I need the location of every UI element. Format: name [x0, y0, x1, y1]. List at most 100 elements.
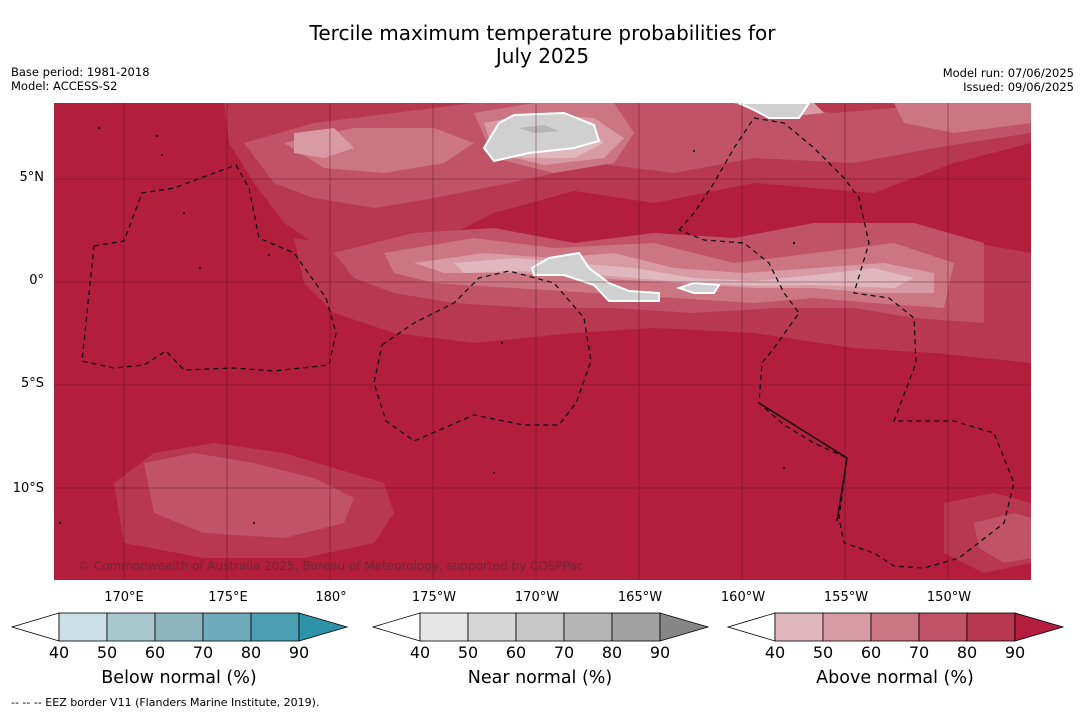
below-normal-title: Below normal (%)	[101, 668, 257, 688]
probability-map: © Commonwealth of Australia 2025, Bureau…	[54, 103, 1031, 580]
above-normal-over-triangle	[1014, 612, 1065, 642]
near-normal-swatch	[515, 612, 565, 642]
above-normal-swatch	[774, 612, 824, 642]
near-normal-tick: 80	[601, 643, 623, 662]
island	[500, 341, 504, 345]
above-normal-tick: 80	[956, 643, 978, 662]
lon-label-150w: 150°W	[926, 590, 972, 605]
contour-70-southeast	[974, 513, 1031, 563]
below-normal-tick: 90	[288, 643, 310, 662]
island	[155, 134, 159, 138]
near-normal-north	[482, 111, 601, 163]
eez-kiribati-line	[677, 117, 1015, 569]
eez-kiribati-phoenix	[373, 270, 592, 442]
near-normal-colorbar	[372, 612, 710, 642]
model-run-date: Model run: 07/06/2025	[942, 66, 1074, 80]
below-normal-over-triangle	[298, 612, 349, 642]
below-normal-tick: 80	[240, 643, 262, 662]
islands	[58, 126, 796, 525]
near-normal-swatch	[563, 612, 613, 642]
near-normal-equator-east	[675, 281, 721, 294]
eez-kiribati-gilbert	[81, 164, 337, 372]
above-normal-under-triangle	[727, 612, 776, 642]
lat-label-10s: 10°S	[12, 481, 44, 496]
island	[792, 241, 796, 245]
run-info: Model run: 07/06/2025 Issued: 09/06/2025	[943, 66, 1074, 94]
model-info: Base period: 1981-2018 Model: ACCESS-S2	[11, 65, 150, 93]
map-title: Tercile maximum temperature probabilitie…	[0, 22, 1085, 68]
issued-date: Issued: 09/06/2025	[963, 80, 1074, 94]
contour-70-south	[144, 453, 354, 538]
island	[183, 212, 185, 214]
lon-label-175w: 175°W	[411, 590, 457, 605]
island	[199, 267, 201, 269]
near-normal-tick: 90	[649, 643, 671, 662]
contour-60-east	[894, 103, 1031, 133]
below-normal-swatch	[250, 612, 300, 642]
near-normal-swatch	[419, 612, 469, 642]
map-canvas	[54, 103, 1031, 580]
near-normal-tick: 60	[505, 643, 527, 662]
grid-lines	[54, 103, 1031, 580]
contour-50-northwest	[294, 128, 354, 158]
eez-boundary-solid	[758, 402, 848, 522]
island	[783, 467, 785, 469]
island	[97, 126, 101, 130]
lon-label-170e: 170°E	[104, 590, 144, 605]
island	[693, 150, 695, 152]
below-normal-swatch	[202, 612, 252, 642]
copyright-credit: © Commonwealth of Australia 2025, Bureau…	[78, 559, 584, 573]
lon-label-155w: 155°W	[823, 590, 869, 605]
lon-label-170w: 170°W	[514, 590, 560, 605]
below-normal-swatch	[106, 612, 156, 642]
island	[253, 522, 255, 524]
above-normal-tick: 40	[764, 643, 786, 662]
near-normal-title: Near normal (%)	[467, 668, 613, 688]
contour-70-north	[244, 103, 1031, 208]
above-normal-tick: 90	[1004, 643, 1026, 662]
below-normal-tick: 70	[192, 643, 214, 662]
above-normal-colorbar	[727, 612, 1065, 642]
below-normal-tick: 50	[96, 643, 118, 662]
near-normal-northeast	[738, 103, 811, 119]
below-normal-swatch	[154, 612, 204, 642]
lon-label-175e: 175°E	[208, 590, 248, 605]
lon-label-180: 180°	[315, 590, 347, 605]
lat-label-5s: 5°S	[20, 376, 44, 391]
title-line-1: Tercile maximum temperature probabilitie…	[309, 21, 776, 45]
near-normal-swatch	[611, 612, 661, 642]
lat-label-equator: 0°	[29, 273, 44, 288]
below-normal-under-triangle	[11, 612, 60, 642]
lon-label-160w: 160°W	[720, 590, 766, 605]
above-normal-swatch	[870, 612, 920, 642]
base-period: Base period: 1981-2018	[11, 65, 150, 79]
above-normal-swatch	[822, 612, 872, 642]
eez-boundary-line	[758, 402, 848, 522]
near-normal-swatch	[467, 612, 517, 642]
above-normal-title: Above normal (%)	[816, 668, 974, 688]
island	[58, 521, 62, 525]
eez-footnote: -- -- -- EEZ border V11 (Flanders Marine…	[11, 696, 320, 709]
near-normal-tick: 40	[409, 643, 431, 662]
above-normal-swatch	[966, 612, 1016, 642]
near-normal-under-triangle	[372, 612, 421, 642]
near-normal-tick: 70	[553, 643, 575, 662]
island	[268, 254, 270, 256]
lat-label-5n: 5°N	[19, 170, 45, 185]
near-normal-tick: 50	[457, 643, 479, 662]
above-normal-swatch	[918, 612, 968, 642]
below-normal-colorbar	[11, 612, 349, 642]
eez-borders	[81, 117, 1015, 569]
below-normal-swatch	[58, 612, 108, 642]
below-normal-tick: 40	[48, 643, 70, 662]
lon-label-165w: 165°W	[617, 590, 663, 605]
above-normal-tick: 50	[812, 643, 834, 662]
below-normal-tick: 60	[144, 643, 166, 662]
near-normal-over-triangle	[659, 612, 710, 642]
above-normal-tick: 70	[908, 643, 930, 662]
model-name: Model: ACCESS-S2	[11, 79, 118, 93]
island	[161, 154, 163, 156]
near-normal-equator	[530, 251, 660, 302]
title-line-2: July 2025	[495, 44, 590, 68]
near-normal-north-core	[519, 125, 559, 133]
